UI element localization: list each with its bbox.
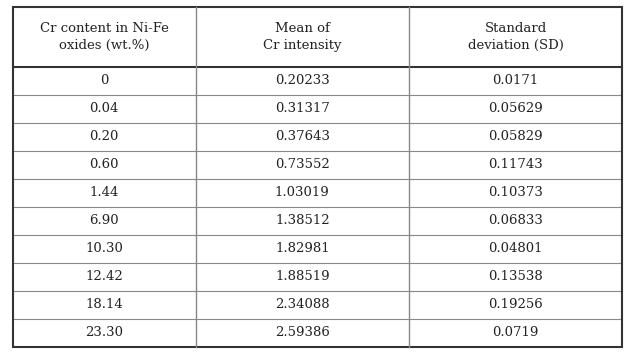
Text: 0.19256: 0.19256 <box>488 298 543 312</box>
Text: Standard
deviation (SD): Standard deviation (SD) <box>468 22 563 52</box>
Text: Cr content in Ni-Fe
oxides (wt.%): Cr content in Ni-Fe oxides (wt.%) <box>40 22 168 52</box>
Text: 2.34088: 2.34088 <box>275 298 330 312</box>
Text: 0.04: 0.04 <box>90 102 119 115</box>
Text: 6.90: 6.90 <box>90 214 119 227</box>
Text: 1.88519: 1.88519 <box>275 270 330 283</box>
Text: 0.37643: 0.37643 <box>275 130 330 143</box>
Text: 12.42: 12.42 <box>85 270 123 283</box>
Text: Mean of
Cr intensity: Mean of Cr intensity <box>263 22 342 52</box>
Text: 10.30: 10.30 <box>85 242 123 255</box>
Text: 0: 0 <box>100 74 109 87</box>
Text: 0.06833: 0.06833 <box>488 214 543 227</box>
Text: 0.20: 0.20 <box>90 130 119 143</box>
Text: 1.38512: 1.38512 <box>275 214 330 227</box>
Text: 0.13538: 0.13538 <box>488 270 543 283</box>
Text: 1.44: 1.44 <box>90 186 119 199</box>
Text: 0.10373: 0.10373 <box>488 186 543 199</box>
Text: 23.30: 23.30 <box>85 326 123 339</box>
Text: 2.59386: 2.59386 <box>275 326 330 339</box>
Text: 1.03019: 1.03019 <box>275 186 330 199</box>
Text: 0.05829: 0.05829 <box>488 130 543 143</box>
Text: 0.31317: 0.31317 <box>275 102 330 115</box>
Text: 0.0171: 0.0171 <box>493 74 538 87</box>
Text: 0.73552: 0.73552 <box>275 158 330 171</box>
Text: 0.04801: 0.04801 <box>488 242 543 255</box>
Text: 0.60: 0.60 <box>90 158 119 171</box>
Text: 0.05629: 0.05629 <box>488 102 543 115</box>
Text: 0.0719: 0.0719 <box>492 326 539 339</box>
Text: 18.14: 18.14 <box>85 298 123 312</box>
Text: 0.11743: 0.11743 <box>488 158 543 171</box>
Text: 0.20233: 0.20233 <box>275 74 330 87</box>
Text: 1.82981: 1.82981 <box>275 242 330 255</box>
